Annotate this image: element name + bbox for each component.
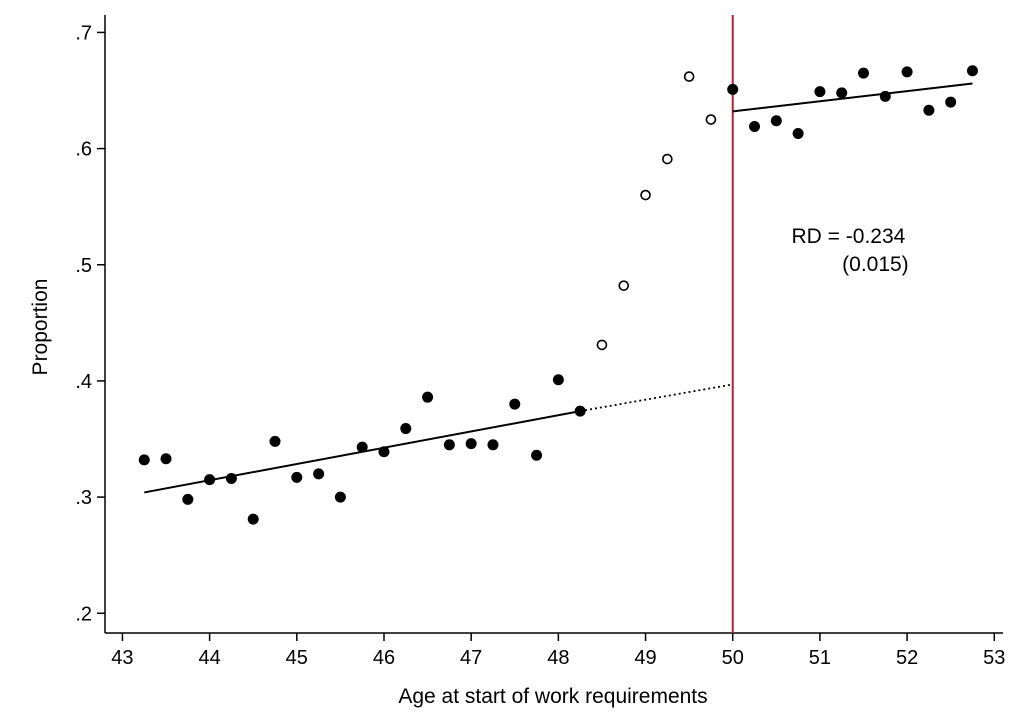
y-axis-title: Proportion (29, 279, 52, 376)
data-point (552, 374, 564, 386)
data-point (465, 438, 477, 450)
x-tick-label: 46 (373, 647, 395, 669)
x-tick-label: 49 (634, 647, 656, 669)
x-axis-title: Age at start of work requirements (398, 685, 707, 708)
x-tick-label: 44 (198, 647, 220, 669)
y-tick-label: .7 (75, 22, 92, 44)
y-tick-label: .3 (75, 487, 92, 509)
data-point (334, 491, 346, 503)
data-point-hollow (596, 339, 608, 351)
data-point (378, 446, 390, 458)
data-point-hollow (662, 153, 673, 165)
data-point (160, 453, 172, 465)
x-tick-label: 53 (983, 647, 1005, 669)
data-point (879, 90, 891, 102)
data-point (443, 439, 455, 451)
fit-line (732, 82, 973, 113)
plot-area: 43 44 45 46 47 48 49 50 51 52 53 .2 .3 .4 .5 .6 .7 (75, 15, 1005, 669)
x-tick-label: 43 (111, 647, 133, 669)
x-tick-label: 45 (286, 647, 308, 669)
data-point (356, 441, 368, 453)
y-tick-label: .6 (75, 139, 92, 161)
data-point (770, 115, 782, 127)
data-point (138, 454, 150, 466)
data-point-hollow (705, 114, 717, 125)
data-point (923, 104, 935, 116)
data-point (574, 405, 586, 417)
data-point (291, 471, 303, 483)
x-tick-label: 47 (460, 647, 482, 669)
data-point-hollow (640, 189, 651, 201)
x-tick-label: 52 (896, 647, 918, 669)
data-point (313, 468, 325, 480)
data-point-hollow (683, 71, 695, 82)
data-point (269, 435, 281, 447)
data-point (182, 493, 194, 505)
x-tick-label: 51 (809, 647, 831, 669)
data-point (422, 391, 434, 403)
data-point (792, 127, 804, 139)
data-point-hollow (618, 280, 630, 291)
data-point (749, 121, 761, 133)
data-point (487, 439, 499, 451)
data-point (531, 449, 543, 461)
rd-standard-error-label: (0.015) (842, 253, 909, 276)
data-point (945, 96, 957, 108)
x-tick-label: 48 (547, 647, 569, 669)
data-point (966, 65, 978, 77)
fit-line-extrapolated (580, 383, 733, 413)
y-tick-label: .2 (75, 603, 92, 625)
rd-estimate-label: RD = -0.234 (792, 225, 906, 248)
data-point (400, 423, 412, 435)
data-point (727, 83, 739, 95)
data-point (858, 67, 870, 79)
data-point (225, 473, 237, 484)
data-point (247, 513, 259, 525)
data-point (836, 87, 848, 99)
x-tick-label: 50 (722, 647, 744, 669)
y-tick-label: .5 (75, 255, 92, 277)
data-point (204, 474, 216, 486)
y-tick-label: .4 (75, 371, 92, 393)
data-point (814, 86, 826, 98)
data-point (901, 66, 913, 78)
data-point (509, 398, 521, 410)
